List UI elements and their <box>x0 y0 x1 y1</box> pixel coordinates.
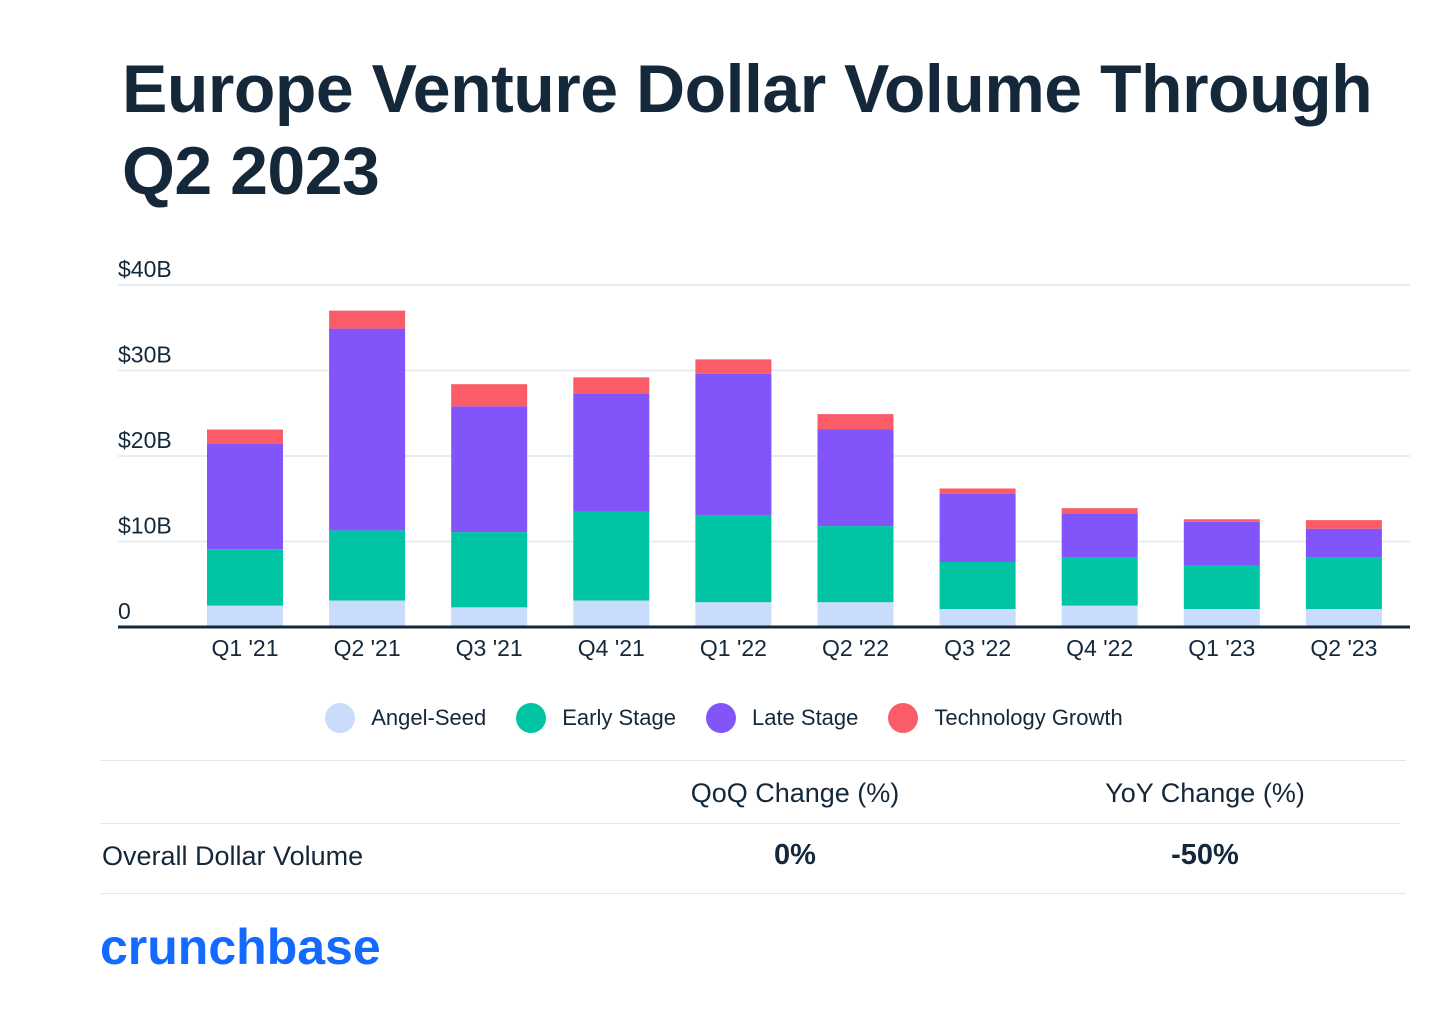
bar-technology-growth <box>939 488 1016 494</box>
y-axis-ticks: 0 $10B $20B $30B $40B <box>118 256 172 624</box>
bar-angel-seed <box>451 607 528 627</box>
bar-angel-seed <box>1061 605 1138 627</box>
yoy-value: -50% <box>1171 839 1239 871</box>
bar-late-stage <box>1061 513 1138 558</box>
stacked-bar-chart: 0 $10B $20B $30B $40B Q1 '21 Q2 '21 Q3 '21 Q4 '… <box>118 256 1410 661</box>
bar-technology-growth <box>1061 508 1138 514</box>
y-tick-label: $40B <box>118 256 172 282</box>
x-tick-label: Q3 '21 <box>456 635 523 661</box>
bar-angel-seed <box>207 605 283 627</box>
legend-item-technology-growth: Technology Growth <box>888 703 1123 733</box>
bar-late-stage <box>1183 521 1260 566</box>
bar-technology-growth <box>1305 520 1382 529</box>
bar-technology-growth <box>573 377 650 394</box>
x-axis-ticks: Q1 '21 Q2 '21 Q3 '21 Q4 '21 Q1 '22 Q2 '22 Q3 '… <box>211 635 1377 661</box>
bar-angel-seed <box>1183 609 1260 627</box>
legend-item-late-stage: Late Stage <box>705 703 859 733</box>
y-tick-label: $30B <box>118 342 172 368</box>
bar-early-stage <box>573 511 650 601</box>
bar-early-stage <box>1183 565 1260 610</box>
legend-swatch <box>325 703 356 733</box>
legend-swatch <box>516 703 547 733</box>
row-label: Overall Dollar Volume <box>102 841 364 871</box>
bar-technology-growth <box>451 384 528 407</box>
bar-early-stage <box>695 514 772 603</box>
bar-technology-growth <box>817 414 894 430</box>
divider <box>100 823 1400 824</box>
legend: Angel-Seed Early Stage Late Stage Technolog… <box>0 703 1456 733</box>
crunchbase-logo: crunchbase <box>100 919 381 975</box>
bar-angel-seed <box>695 602 772 627</box>
divider <box>100 893 1406 894</box>
bar-early-stage <box>329 530 406 601</box>
bars <box>207 310 1382 627</box>
y-tick-label: $20B <box>118 427 172 453</box>
bar-late-stage <box>451 406 528 533</box>
legend-item-early-stage: Early Stage <box>516 703 676 733</box>
legend-swatch <box>888 703 919 733</box>
bar-technology-growth <box>1183 519 1260 522</box>
chart-title: Europe Venture Dollar Volume Through Q2 … <box>122 51 1373 209</box>
bar-angel-seed <box>573 600 650 627</box>
x-tick-label: Q4 '21 <box>578 635 645 661</box>
legend-label: Late Stage <box>751 705 859 730</box>
y-tick-label: $10B <box>118 513 172 539</box>
x-tick-label: Q1 '23 <box>1188 635 1255 661</box>
bar-late-stage <box>329 328 406 531</box>
x-tick-label: Q4 '22 <box>1066 635 1133 661</box>
bar-late-stage <box>1305 528 1382 558</box>
bar-angel-seed <box>329 600 406 627</box>
bar-technology-growth <box>329 310 406 329</box>
legend-swatch <box>705 703 736 733</box>
x-tick-label: Q1 '21 <box>211 635 278 661</box>
qoq-value: 0% <box>774 839 816 871</box>
bar-late-stage <box>207 444 283 550</box>
bar-early-stage <box>1305 557 1382 610</box>
x-tick-label: Q2 '21 <box>334 635 401 661</box>
y-tick-label: 0 <box>118 598 131 624</box>
bar-late-stage <box>695 373 772 515</box>
legend-label: Technology Growth <box>934 705 1123 730</box>
bar-late-stage <box>817 429 894 527</box>
bar-early-stage <box>939 562 1016 610</box>
qoq-header: QoQ Change (%) <box>690 778 900 808</box>
yoy-header: YoY Change (%) <box>1105 778 1305 808</box>
bar-early-stage <box>1061 557 1138 606</box>
legend-label: Angel-Seed <box>371 705 487 730</box>
divider <box>100 760 1406 761</box>
bar-early-stage <box>207 549 283 606</box>
bar-early-stage <box>451 532 528 608</box>
x-tick-label: Q2 '22 <box>822 635 889 661</box>
legend-label: Early Stage <box>562 705 676 730</box>
x-tick-label: Q2 '23 <box>1310 635 1377 661</box>
bar-angel-seed <box>939 609 1016 627</box>
bar-technology-growth <box>207 429 283 445</box>
bar-angel-seed <box>817 602 894 627</box>
bar-late-stage <box>573 393 650 512</box>
bar-late-stage <box>939 493 1016 563</box>
bar-technology-growth <box>695 359 772 374</box>
x-tick-label: Q3 '22 <box>944 635 1011 661</box>
bar-angel-seed <box>1305 609 1382 627</box>
x-tick-label: Q1 '22 <box>700 635 767 661</box>
bar-early-stage <box>817 526 894 603</box>
legend-item-angel-seed: Angel-Seed <box>325 703 486 733</box>
